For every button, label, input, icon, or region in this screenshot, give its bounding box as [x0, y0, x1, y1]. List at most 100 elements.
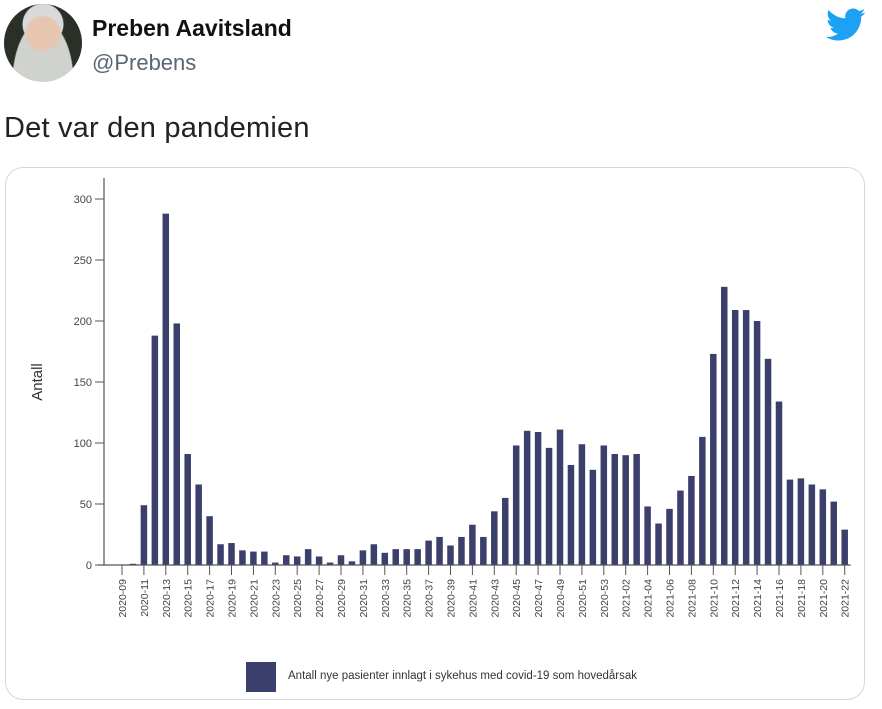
bar-2020-49[interactable]: [556, 429, 564, 565]
bar-2020-21[interactable]: [250, 551, 257, 565]
bar-2021-21[interactable]: [830, 501, 838, 565]
bar-2020-33[interactable]: [381, 552, 389, 565]
bar-2020-22[interactable]: [261, 551, 268, 565]
bar-2021-08[interactable]: [688, 475, 695, 565]
bar-2021-13[interactable]: [742, 310, 750, 565]
bar-2020-19[interactable]: [228, 543, 235, 565]
bar-2020-53[interactable]: [600, 445, 608, 565]
bar-2020-47[interactable]: [534, 432, 542, 565]
x-tick-label: 2021-22: [840, 579, 852, 618]
bar-2020-25[interactable]: [293, 556, 301, 565]
bar-2020-38[interactable]: [436, 536, 443, 565]
bar-2021-19[interactable]: [808, 484, 816, 565]
bar-2020-39[interactable]: [447, 545, 454, 565]
y-tick-label: 100: [74, 438, 92, 450]
bar-2020-13[interactable]: [162, 213, 170, 565]
bar-2020-11[interactable]: [140, 505, 148, 565]
bar-2020-29[interactable]: [337, 555, 345, 565]
bar-2020-35[interactable]: [403, 549, 410, 565]
author-name[interactable]: Preben Aavitsland: [92, 15, 292, 41]
y-tick-label: 200: [74, 316, 92, 328]
bar-2021-10[interactable]: [710, 353, 717, 565]
bar-2020-36[interactable]: [414, 549, 421, 565]
x-tick-label: 2020-41: [467, 579, 479, 618]
bar-2021-22[interactable]: [841, 529, 848, 565]
bar-2020-52[interactable]: [589, 469, 597, 565]
bar-2020-26[interactable]: [304, 549, 312, 565]
y-axis: 0 50 100 150 200 250 300: [74, 178, 105, 572]
bar-2021-18[interactable]: [797, 478, 805, 565]
bar-2020-16[interactable]: [195, 484, 202, 565]
x-tick-label: 2021-16: [774, 579, 786, 618]
bar-2020-50[interactable]: [567, 464, 575, 565]
bar-2021-03[interactable]: [633, 453, 640, 565]
x-tick-label: 2021-02: [621, 579, 633, 618]
bar-2021-12[interactable]: [731, 310, 739, 565]
bar-2020-10[interactable]: [129, 563, 137, 565]
bar-2020-37[interactable]: [425, 540, 432, 565]
bar-2020-14[interactable]: [173, 323, 181, 565]
bar-2021-17[interactable]: [786, 479, 794, 565]
x-tick-label: 2020-25: [292, 579, 304, 618]
x-tick-label: 2020-35: [402, 579, 414, 618]
x-tick-label: 2021-04: [643, 579, 655, 618]
x-tick-label: 2020-09: [117, 579, 129, 618]
bar-2020-32[interactable]: [370, 544, 378, 565]
bar-2020-15[interactable]: [184, 453, 191, 565]
bar-2021-14[interactable]: [753, 321, 761, 565]
x-tick-label: 2020-45: [511, 579, 523, 618]
x-tick-label: 2020-15: [183, 579, 195, 618]
bar-2020-42[interactable]: [480, 536, 487, 565]
bar-2020-34[interactable]: [392, 549, 400, 565]
bar-2020-51[interactable]: [578, 444, 586, 565]
bar-2021-20[interactable]: [819, 489, 827, 565]
bar-2020-23[interactable]: [272, 562, 279, 565]
bar-2020-24[interactable]: [283, 555, 290, 565]
bar-2020-28[interactable]: [326, 562, 334, 565]
bar-2020-31[interactable]: [359, 550, 367, 565]
x-tick-label: 2020-39: [446, 579, 458, 618]
bar-2020-27[interactable]: [315, 556, 323, 565]
author-handle[interactable]: @Prebens: [92, 50, 197, 75]
bar-2021-15[interactable]: [764, 358, 772, 565]
bar-2021-09[interactable]: [699, 436, 706, 565]
x-tick-label: 2021-18: [796, 579, 808, 618]
bar-2020-12[interactable]: [151, 335, 159, 565]
bar-2021-02[interactable]: [622, 455, 629, 565]
bar-2021-07[interactable]: [677, 490, 684, 565]
y-tick-label: 150: [74, 377, 92, 389]
x-tick-label: 2020-13: [161, 579, 173, 618]
x-tick-label: 2020-33: [380, 579, 392, 618]
bar-2021-04[interactable]: [644, 506, 651, 565]
y-axis-label: Antall: [29, 363, 46, 401]
bar-2021-05[interactable]: [655, 523, 662, 565]
bar-2020-18[interactable]: [217, 544, 224, 565]
bar-2021-06[interactable]: [666, 508, 673, 565]
y-tick-label: 50: [80, 499, 92, 511]
bar-2021-01[interactable]: [611, 453, 619, 565]
bar-2021-16[interactable]: [775, 401, 783, 565]
bar-2020-20[interactable]: [239, 550, 246, 565]
bar-2020-46[interactable]: [523, 430, 531, 565]
x-tick-label: 2021-06: [665, 579, 677, 618]
bar-2020-41[interactable]: [469, 524, 476, 565]
x-tick-label: 2020-23: [270, 579, 282, 618]
y-tick-label: 0: [86, 560, 92, 572]
avatar[interactable]: [4, 4, 82, 82]
bar-2020-48[interactable]: [545, 447, 553, 565]
twitter-bird-icon[interactable]: [826, 8, 866, 42]
legend-label: Antall nye pasienter innlagt i sykehus m…: [288, 670, 638, 682]
bar-2020-43[interactable]: [491, 511, 498, 565]
x-tick-label: 2020-11: [139, 579, 151, 617]
x-tick-label: 2021-14: [752, 579, 764, 618]
bar-2021-11[interactable]: [721, 286, 728, 565]
bar-2020-45[interactable]: [512, 445, 520, 565]
x-tick-label: 2020-47: [533, 579, 545, 618]
bar-2020-17[interactable]: [206, 516, 213, 565]
bar-2020-44[interactable]: [502, 497, 509, 565]
x-tick-label: 2020-19: [227, 579, 239, 618]
bar-2020-30[interactable]: [348, 561, 356, 565]
bar-2020-40[interactable]: [458, 536, 465, 565]
x-tick-label: 2020-21: [248, 579, 260, 618]
